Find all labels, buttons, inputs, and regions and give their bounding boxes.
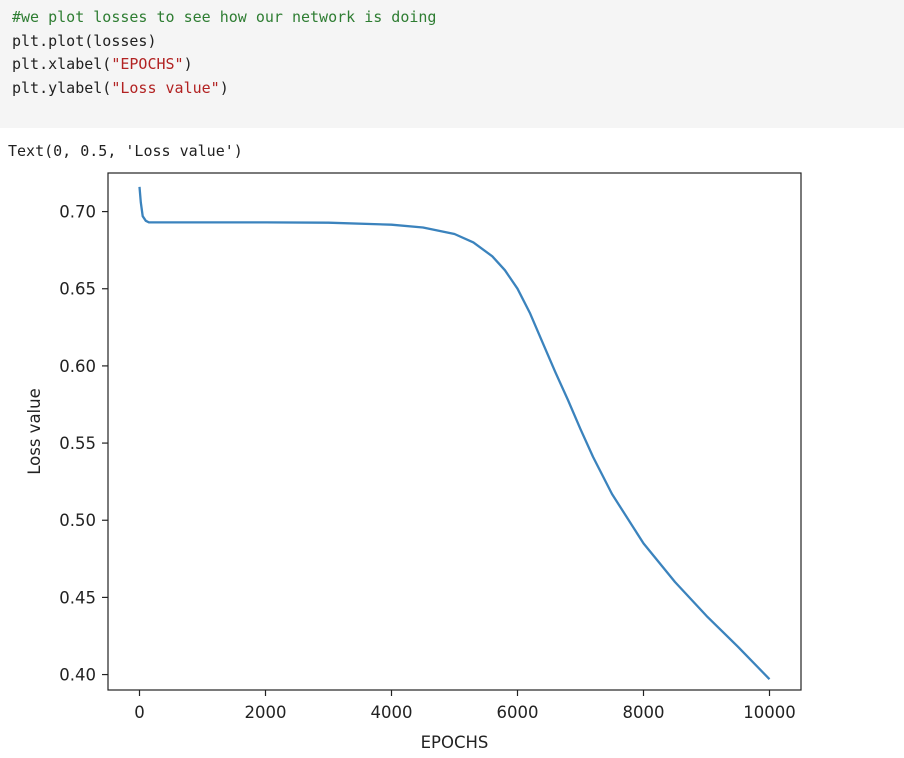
plot-frame [107, 172, 802, 691]
y-tick-label: 0.65 [59, 280, 96, 299]
code-line[interactable]: plt.xlabel("EPOCHS") [12, 53, 193, 75]
x-tick-label: 2000 [245, 703, 287, 722]
x-tick-label: 10000 [743, 703, 796, 722]
code-string: "Loss value" [111, 78, 220, 97]
y-tick-label: 0.60 [59, 357, 96, 376]
y-tick-label: 0.50 [59, 511, 96, 530]
x-axis-label: EPOCHS [421, 733, 489, 752]
code-text: ) [219, 78, 229, 97]
code-comment: #we plot losses to see how our network i… [12, 8, 437, 26]
code-text: plt.plot(losses) [12, 31, 157, 50]
code-text: plt.xlabel( [12, 55, 112, 73]
x-tick-label: 6000 [497, 703, 539, 722]
code-string: "EPOCHS" [111, 55, 184, 73]
code-line[interactable]: plt.plot(losses) [12, 30, 157, 52]
code-cell[interactable]: #we plot losses to see how our network i… [0, 0, 904, 128]
code-text: ) [183, 55, 193, 73]
code-text: plt.ylabel( [12, 78, 112, 97]
code-line[interactable]: plt.ylabel("Loss value") [12, 77, 229, 99]
y-tick-label: 0.55 [59, 434, 96, 453]
x-tick-label: 0 [134, 703, 145, 722]
y-axis-label: Loss value [25, 388, 44, 475]
x-tick-label: 4000 [371, 703, 413, 722]
y-tick-label: 0.40 [59, 666, 96, 685]
y-tick-label: 0.70 [59, 203, 96, 222]
cell-output-text: Text(0, 0.5, 'Loss value') [8, 142, 243, 160]
y-tick-label: 0.45 [59, 588, 96, 607]
loss-series-line [138, 186, 771, 681]
x-tick-label: 8000 [623, 703, 665, 722]
code-line[interactable]: #we plot losses to see how our network i… [12, 6, 436, 28]
